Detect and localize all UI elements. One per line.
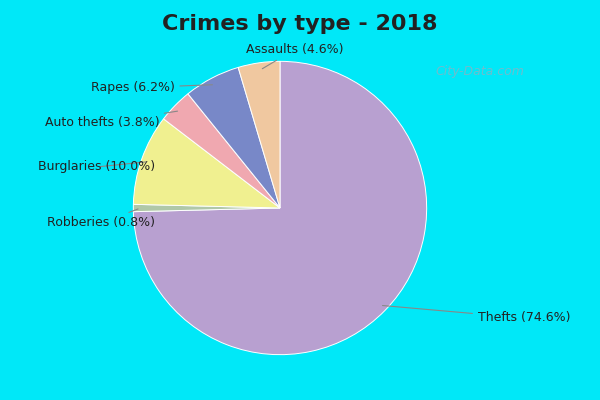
Wedge shape <box>238 61 280 208</box>
Wedge shape <box>133 119 280 208</box>
Wedge shape <box>188 68 280 208</box>
Text: Robberies (0.8%): Robberies (0.8%) <box>47 209 155 229</box>
Wedge shape <box>133 204 280 212</box>
Text: Thefts (74.6%): Thefts (74.6%) <box>383 306 571 324</box>
Wedge shape <box>133 61 427 355</box>
Text: Assaults (4.6%): Assaults (4.6%) <box>246 43 343 69</box>
Text: Burglaries (10.0%): Burglaries (10.0%) <box>38 160 155 174</box>
Text: Auto thefts (3.8%): Auto thefts (3.8%) <box>45 111 178 130</box>
Wedge shape <box>164 94 280 208</box>
Text: Crimes by type - 2018: Crimes by type - 2018 <box>162 14 438 34</box>
Text: Rapes (6.2%): Rapes (6.2%) <box>91 81 212 94</box>
Text: City-Data.com: City-Data.com <box>436 66 524 78</box>
